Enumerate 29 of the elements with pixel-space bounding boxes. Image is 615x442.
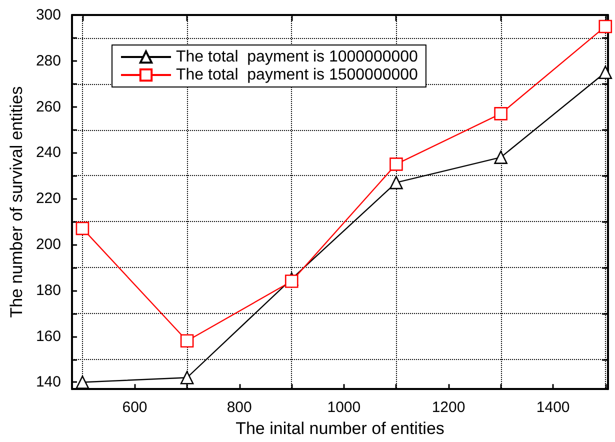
point: [494, 150, 508, 164]
legend-label: The total payment is 1000000000: [176, 48, 418, 66]
x-tick-label: 1000: [327, 399, 361, 416]
point: [76, 376, 90, 389]
y-tick-label: 220: [36, 190, 61, 208]
y-tick-label: 140: [36, 374, 61, 391]
y-tick-label: 280: [36, 52, 61, 70]
y-axis-title: The number of survival entities: [7, 86, 26, 318]
point: [390, 158, 403, 171]
x-axis-title: The inital number of entities: [236, 419, 444, 438]
point: [390, 176, 403, 190]
y-tick-label: 180: [36, 282, 61, 299]
point: [180, 370, 194, 384]
y-tick-label: 200: [36, 236, 61, 254]
x-tick-label: 800: [226, 399, 252, 416]
y-tick-label: 160: [36, 328, 61, 345]
legend-label: The total payment is 1500000000: [176, 66, 418, 84]
point: [598, 66, 612, 80]
point: [284, 274, 298, 288]
y-tick-label: 260: [36, 98, 61, 116]
point: [180, 334, 194, 348]
x-tick-label: 600: [122, 399, 148, 416]
y-tick-label: 300: [36, 6, 61, 24]
y-tick-label: 240: [36, 144, 61, 162]
x-tick-label: 1400: [536, 399, 570, 416]
point: [598, 20, 612, 34]
x-tick-label: 1200: [432, 399, 466, 416]
point: [76, 222, 90, 236]
point: [494, 107, 508, 120]
